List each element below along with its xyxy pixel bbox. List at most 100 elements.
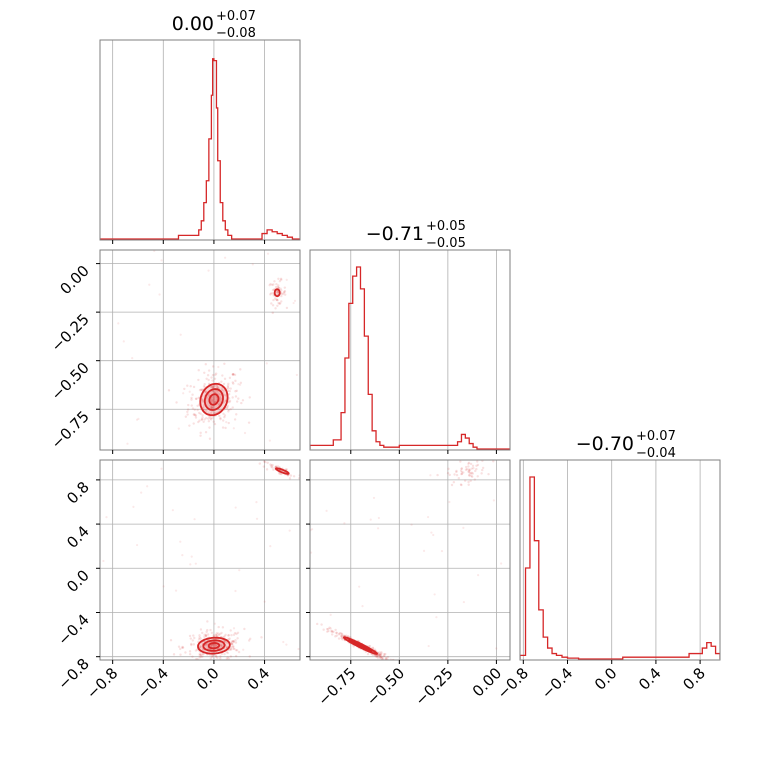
x-tick-label: 0.4	[635, 664, 665, 694]
sample-point	[215, 385, 219, 388]
sample-point	[234, 589, 237, 593]
sample-point	[158, 293, 161, 296]
sample-point	[209, 418, 213, 421]
sample-point	[469, 462, 473, 466]
sample-point	[190, 404, 193, 407]
sample-point	[467, 461, 471, 465]
sample-point	[233, 418, 237, 421]
sample-point	[281, 292, 285, 296]
sample-point	[227, 634, 230, 637]
sample-point	[179, 647, 182, 651]
sample-point	[325, 627, 329, 631]
sample-point	[330, 630, 333, 633]
sample-point	[469, 479, 472, 483]
sample-point	[335, 631, 338, 635]
sample-point	[210, 631, 214, 635]
sample-point	[188, 650, 192, 653]
sample-point	[201, 398, 205, 402]
sample-point	[203, 635, 206, 639]
sample-point	[377, 653, 381, 656]
sample-point	[301, 480, 303, 482]
sample-point	[162, 585, 165, 588]
sample-point	[278, 302, 282, 305]
sample-point	[227, 633, 231, 637]
sample-point	[220, 645, 224, 648]
sample-point	[278, 279, 282, 283]
sample-point	[343, 522, 346, 525]
sample-point	[105, 516, 108, 519]
sample-point	[467, 465, 470, 468]
sample-point	[448, 500, 451, 504]
sample-point	[213, 622, 217, 625]
sample-point	[331, 630, 334, 633]
sample-point	[231, 373, 234, 376]
sample-point	[268, 439, 271, 442]
sample-point	[278, 472, 281, 475]
sample-point	[271, 466, 274, 469]
histogram-step-1	[310, 266, 510, 450]
sample-point	[225, 657, 229, 660]
sample-point	[262, 460, 266, 463]
sample-point	[242, 648, 245, 651]
sample-point	[194, 649, 198, 652]
sample-point	[223, 393, 226, 397]
sample-point	[207, 417, 210, 420]
sample-point	[480, 472, 483, 475]
histogram-step-0	[100, 58, 300, 240]
sample-point	[205, 390, 208, 393]
sample-point	[289, 474, 293, 477]
sample-point	[447, 467, 450, 471]
sample-point	[276, 290, 279, 294]
sample-point	[467, 468, 471, 471]
sample-point	[295, 373, 298, 377]
sample-point	[341, 635, 344, 638]
sample-point	[215, 632, 219, 635]
sample-point	[380, 657, 383, 660]
sample-point	[213, 377, 217, 380]
sample-point	[210, 386, 213, 389]
sample-point	[224, 633, 227, 637]
panel-frame	[309, 249, 511, 451]
sample-point	[467, 483, 470, 486]
sample-point	[186, 384, 189, 387]
sample-point	[199, 628, 203, 631]
sample-point	[214, 373, 217, 377]
sample-point	[384, 657, 388, 660]
sample-point	[212, 396, 215, 399]
sample-point	[191, 655, 194, 658]
sample-point	[380, 655, 384, 659]
sample-point	[453, 473, 456, 476]
sample-point	[221, 426, 225, 429]
sample-point	[235, 413, 238, 416]
sample-point	[234, 395, 238, 398]
sample-point	[433, 593, 436, 596]
sample-point	[193, 661, 195, 663]
sample-point	[383, 652, 386, 656]
sample-point	[140, 491, 143, 494]
sample-point	[243, 627, 246, 631]
sample-point	[452, 481, 456, 484]
contours	[342, 636, 379, 655]
sample-point	[213, 422, 217, 426]
sample-point	[385, 657, 388, 660]
sample-point	[467, 480, 470, 484]
sample-point	[241, 399, 245, 402]
sample-point	[203, 371, 206, 374]
sample-point	[265, 362, 268, 365]
sample-point	[334, 628, 337, 632]
sample-point	[194, 397, 198, 400]
sample-point	[422, 549, 426, 552]
sample-point	[226, 656, 229, 659]
sample-point	[429, 474, 432, 477]
sample-point	[197, 369, 200, 372]
title-value: 0.00	[172, 13, 214, 35]
sample-point	[231, 381, 234, 384]
sample-point	[286, 474, 290, 477]
sample-point	[181, 646, 184, 650]
sample-point	[211, 405, 214, 408]
y-tick-label: −0.4	[54, 611, 92, 649]
panel-frame	[309, 459, 511, 661]
sample-point	[199, 653, 202, 657]
sample-point	[199, 431, 202, 435]
sample-point	[202, 384, 206, 388]
